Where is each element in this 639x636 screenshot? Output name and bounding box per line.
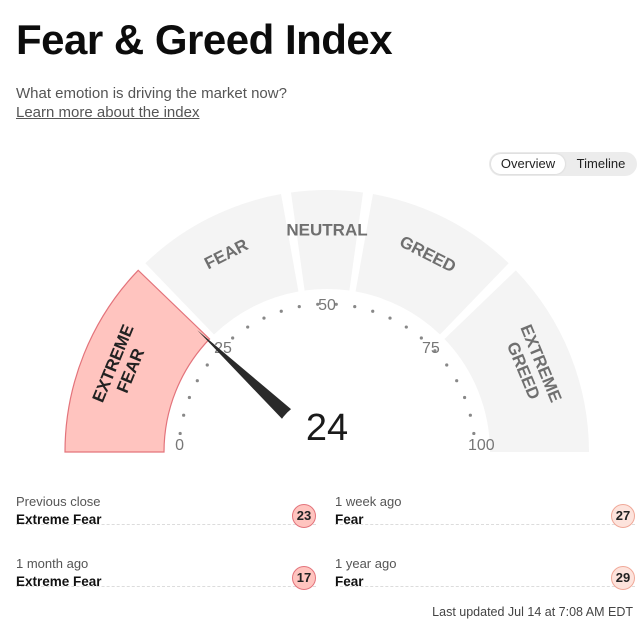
gauge-dot [195,379,199,383]
score-badge: 27 [611,504,635,528]
metric-label: 1 year ago [335,556,397,571]
metric-value: Fear [335,512,364,527]
gauge-tick-label: 50 [318,297,336,314]
learn-more-link[interactable]: Learn more about the index [16,104,200,121]
last-updated: Last updated Jul 14 at 7:08 AM EDT [432,605,633,619]
gauge-dot [445,363,449,367]
score-badge: 29 [611,566,635,590]
gauge-segment-greed [355,194,509,335]
gauge-dot [468,413,472,417]
gauge-dot [316,302,320,306]
metric-value: Extreme Fear [16,574,102,589]
dotted-divider [16,524,316,525]
gauge-dot [433,349,437,353]
metric-label: 1 week ago [335,494,402,509]
gauge-dot [182,413,186,417]
metric-previous-close: Previous close Extreme Fear 23 [16,494,316,538]
gauge-dot [371,309,375,313]
gauge-tick-label: 100 [468,437,495,454]
metric-value: Fear [335,574,364,589]
gauge-dot [178,431,182,436]
metric-1-week-ago: 1 week ago Fear 27 [335,494,635,538]
page-title: Fear & Greed Index [16,16,393,63]
metric-1-year-ago: 1 year ago Fear 29 [335,556,635,600]
gauge-dot [246,325,250,329]
gauge-dot [231,336,235,340]
score-badge: 23 [292,504,316,528]
gauge-dot [463,395,467,400]
timeline-tab[interactable]: Timeline [576,156,626,171]
gauge-segment-extreme-fear [64,269,211,453]
gauge-dot [187,395,191,400]
gauge-dot [279,309,283,313]
gauge-dot [297,305,301,309]
view-toggle: Overview Timeline [489,152,637,176]
gauge-dot [419,336,423,340]
gauge-dot [262,316,266,320]
gauge-tick-label: 0 [175,437,184,454]
gauge-tick-label: 25 [214,340,232,357]
metric-label: Previous close [16,494,101,509]
gauge-value: 24 [306,407,348,449]
gauge-dot [388,316,392,320]
dotted-divider [335,586,635,587]
gauge-dot [334,302,338,306]
gauge-center-disc [271,396,383,455]
fear-greed-gauge: EXTREMEFEARFEARNEUTRALGREEDEXTREMEGREED … [64,190,589,455]
gauge-dot [205,363,209,367]
gauge-segment-extreme-greed [444,270,589,452]
gauge-segment-label: NEUTRAL [286,221,367,240]
metric-label: 1 month ago [16,556,89,571]
gauge-dot [353,305,357,309]
overview-tab[interactable]: Overview [491,154,565,174]
gauge-segment-neutral [290,190,364,291]
score-badge: 17 [292,566,316,590]
dotted-divider [16,586,316,587]
dotted-divider [335,524,635,525]
metric-value: Extreme Fear [16,512,102,527]
gauge-segment-fear [145,194,299,335]
metric-1-month-ago: 1 month ago Extreme Fear 17 [16,556,316,600]
gauge-tick-label: 75 [422,340,440,357]
gauge-dot [472,431,476,436]
gauge-dot [404,325,408,329]
gauge-dot [455,379,459,383]
subtitle: What emotion is driving the market now? [16,85,287,102]
gauge-needle [197,330,311,438]
